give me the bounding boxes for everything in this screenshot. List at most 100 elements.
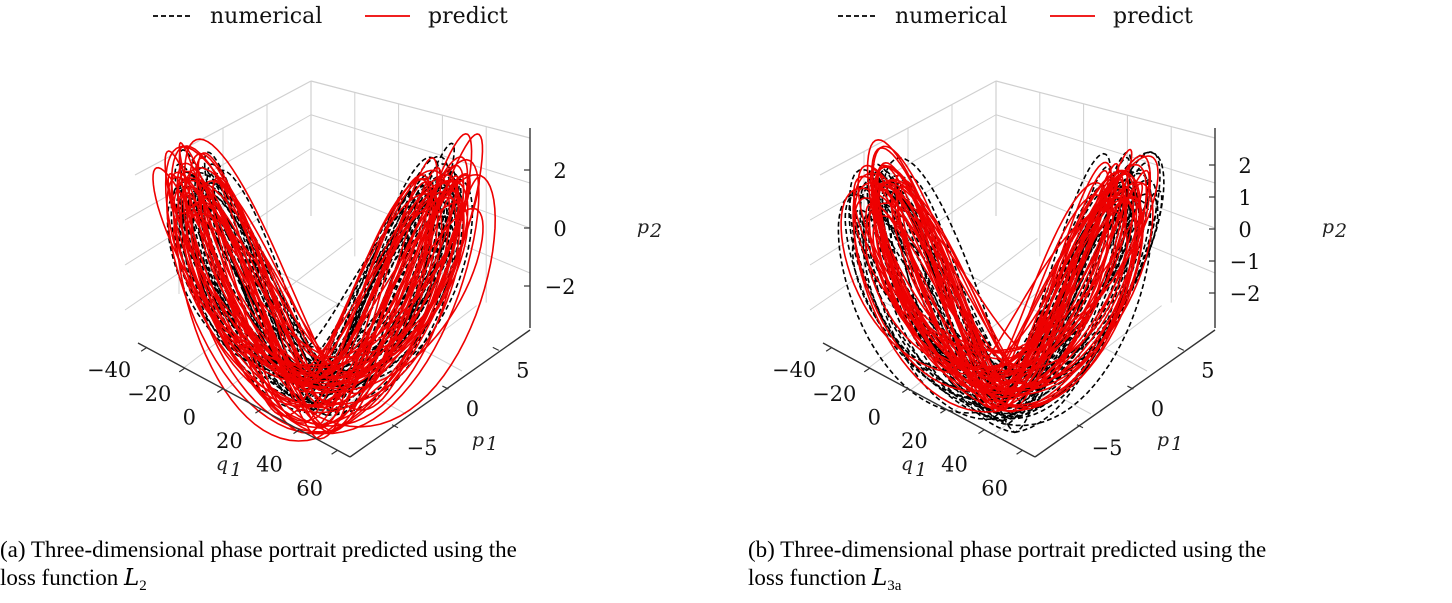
q1-axis-label-sub: 1 [915,459,927,481]
q1-tick [825,346,833,352]
q1-tick-label: 0 [868,405,881,429]
q1-tick [1016,449,1023,455]
p1-axis-label-sub: 1 [1171,433,1183,455]
trajectory-numerical [872,170,1140,415]
caption-b-math: L [871,565,888,591]
q1-tick [331,449,338,455]
trajectory-predict [164,150,480,435]
caption-b-line1: (b) Three-dimensional phase portrait pre… [748,537,1267,562]
q1-tick [216,387,224,393]
legend-label-predict: predict [1113,4,1193,29]
p2-tick-label: −1 [1230,250,1261,274]
caption-a-math: L [123,565,140,591]
trajectory-predict [190,174,432,408]
trajectory-predict [176,162,465,426]
q1-tick [978,429,985,435]
series-predict [152,132,497,442]
trajectory-predict [894,169,1141,409]
trajectory-numerical [894,179,1133,420]
p1-tick [442,385,449,390]
p2-axis-label-sub: 2 [649,220,662,242]
grid-line [310,114,531,184]
q1-tick [178,367,186,373]
p2-tick-label: 2 [553,159,566,183]
trajectory-predict [200,180,433,389]
q1-axis-label: q [216,453,228,475]
p2-tick-label: 1 [1238,186,1251,210]
caption-b-prefix: loss function [748,565,872,590]
p1-tick-label: 0 [1151,397,1164,421]
q1-tick-label: 20 [901,429,928,453]
p2-tick-label: −2 [1230,282,1261,306]
pane-edge [995,80,1216,139]
p1-axis-label: p [472,429,484,451]
q1-tick-label: 60 [981,476,1008,500]
q1-axis [137,342,351,458]
series-predict [840,138,1159,413]
trajectory-predict [183,138,465,395]
q1-axis-label: q [901,453,913,475]
p1-tick-label: 0 [466,397,479,421]
caption-a-line1: (a) Three-dimensional phase portrait pre… [0,537,517,562]
trajectory-predict [152,166,469,388]
legend: numerical predict [838,4,1193,29]
caption-a-subscript: 2 [139,578,147,594]
p2-axis-label-sub: 2 [1334,220,1347,242]
p2-tick-label: 0 [553,217,566,241]
p1-axis [1034,329,1216,458]
trajectory-predict [853,177,1125,413]
q1-tick-label: 60 [296,476,323,500]
p2-axis-label: p [1322,216,1334,238]
p1-tick-label: −5 [407,436,438,460]
trajectory-numerical [197,188,456,388]
q1-tick [940,408,947,414]
p1-tick [1076,424,1084,429]
legend: numerical predict [153,4,508,29]
caption-a: (a) Three-dimensional phase portrait pre… [0,536,517,600]
q1-tick-label: −40 [772,358,816,382]
q1-axis [822,342,1036,458]
p1-tick-label: 5 [516,358,529,382]
caption-b-subscript: 3a [887,578,902,594]
trajectory-predict [211,176,465,406]
legend-label-numerical: numerical [895,4,1007,29]
caption-b-line2: loss function L3a [748,564,1266,600]
p2-tick-label: 2 [1238,154,1251,178]
caption-a-line2: loss function L2 [0,564,517,600]
q1-tick-label: −40 [87,358,131,382]
p1-tick [492,346,500,351]
p1-tick [391,424,399,429]
p2-tick-label: 0 [1238,218,1251,242]
q1-tick-label: 40 [256,453,283,477]
grid-line [310,148,531,229]
q1-tick [255,408,262,414]
trajectory-predict [170,145,442,411]
p1-tick [1127,385,1134,390]
trajectory-numerical [867,151,1132,421]
p1-axis-label-sub: 1 [486,433,498,455]
p1-tick-label: −5 [1092,436,1123,460]
grid-line [995,114,1216,184]
q1-tick [863,367,871,373]
caption-b: (b) Three-dimensional phase portrait pre… [748,536,1266,600]
q1-tick [293,429,300,435]
q1-tick-label: 0 [183,405,196,429]
q1-axis-label-sub: 1 [230,459,242,481]
p1-tick-label: 5 [1201,358,1214,382]
p2-axis-label: p [637,216,649,238]
p1-tick [1177,346,1185,351]
trajectory-numerical [853,151,1161,422]
q1-tick-label: −20 [812,382,856,406]
caption-a-prefix: loss function [0,565,124,590]
q1-tick-label: 40 [941,453,968,477]
q1-tick [140,346,148,352]
pane-edge [310,80,531,139]
p1-axis [349,329,531,458]
trajectory-predict [874,165,1114,384]
p1-axis-label: p [1157,429,1169,451]
legend-label-numerical: numerical [210,4,322,29]
p2-tick-label: −2 [545,275,576,299]
